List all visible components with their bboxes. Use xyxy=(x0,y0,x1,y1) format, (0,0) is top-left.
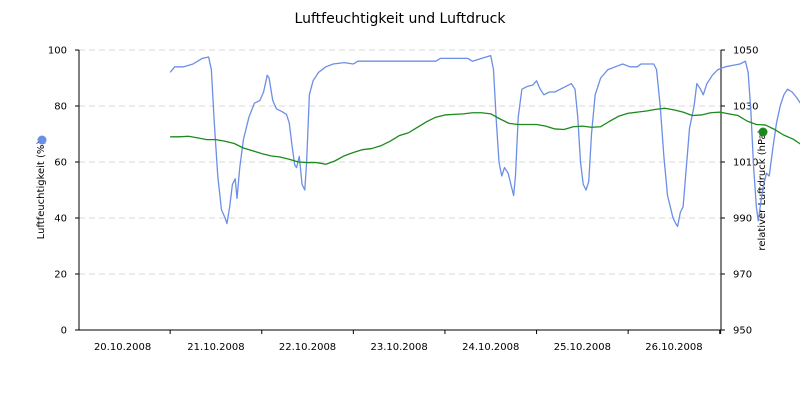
humidity-legend-marker xyxy=(37,135,47,145)
left-tick-label: 0 xyxy=(61,326,67,337)
left-tick-label: 60 xyxy=(54,158,67,169)
right-axis-ticks: 950 970 990 1010 1030 1050 xyxy=(720,46,758,337)
chart-title: Luftfeuchtigkeit und Luftdruck xyxy=(295,11,507,27)
x-tick-label: 24.10.2008 xyxy=(462,342,519,353)
series-group xyxy=(169,54,800,228)
right-tick-label: 1050 xyxy=(733,46,758,57)
x-tick-label: 26.10.2008 xyxy=(645,342,702,353)
left-tick-label: 20 xyxy=(54,270,67,281)
right-tick-label: 1030 xyxy=(733,102,758,113)
pressure-series-line xyxy=(170,107,800,165)
gridlines xyxy=(79,49,721,275)
x-tick-label: 23.10.2008 xyxy=(371,342,428,353)
left-axis-title: Luftfeuchtigkeit (%) xyxy=(36,141,47,240)
right-tick-label: 970 xyxy=(733,270,752,281)
left-tick-label: 80 xyxy=(54,102,67,113)
x-tick-label: 21.10.2008 xyxy=(187,342,244,353)
left-tick-label: 40 xyxy=(54,214,67,225)
x-tick-label: 20.10.2008 xyxy=(94,342,151,353)
x-tick-label: 22.10.2008 xyxy=(279,342,336,353)
left-axis-ticks: 0 20 40 60 80 100 xyxy=(48,46,80,337)
pressure-legend-marker xyxy=(758,127,768,137)
left-tick-label: 100 xyxy=(48,46,67,57)
right-tick-label: 1010 xyxy=(733,158,758,169)
humidity-series-line xyxy=(169,54,800,228)
x-tick-label: 25.10.2008 xyxy=(554,342,611,353)
x-axis-ticks: 20.10.2008 21.10.2008 22.10.2008 23.10.2008… xyxy=(94,330,722,353)
right-tick-label: 950 xyxy=(733,326,752,337)
right-tick-label: 990 xyxy=(733,214,752,225)
